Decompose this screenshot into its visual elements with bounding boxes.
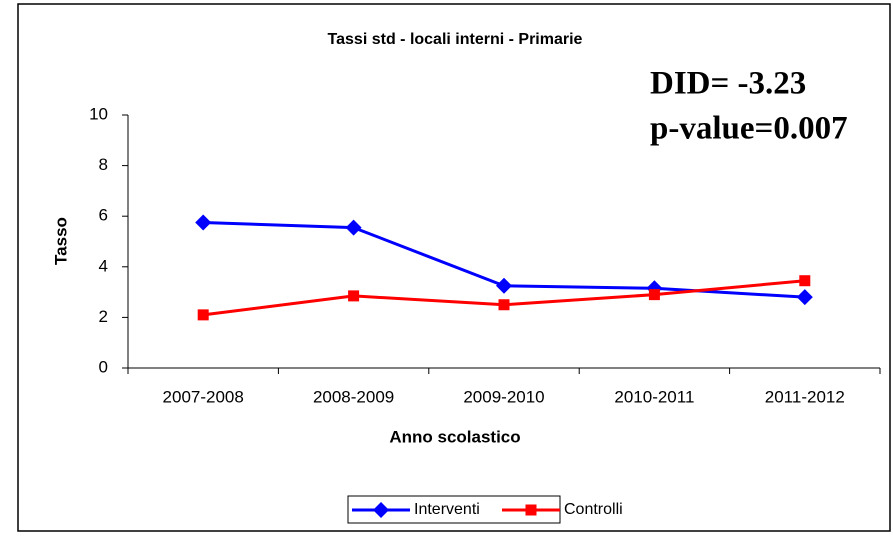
legend-label: Interventi: [414, 501, 480, 518]
marker: [373, 502, 389, 518]
y-axis-label: Tasso: [51, 217, 70, 265]
y-tick-label: 2: [99, 307, 108, 326]
marker: [197, 309, 209, 321]
y-tick-label: 6: [99, 206, 108, 225]
marker: [525, 504, 537, 516]
annotation: p-value=0.007: [650, 111, 848, 147]
marker: [195, 214, 212, 231]
annotation: DID= -3.23: [650, 66, 806, 102]
x-tick-label: 2011-2012: [765, 387, 845, 406]
y-tick-label: 10: [89, 104, 108, 123]
y-tick-label: 0: [99, 357, 108, 376]
marker: [345, 219, 362, 236]
x-tick-label: 2009-2010: [463, 387, 544, 406]
marker: [348, 290, 360, 302]
x-tick-label: 2008-2009: [313, 387, 394, 406]
x-tick-label: 2007-2008: [163, 387, 244, 406]
y-tick-label: 8: [99, 155, 108, 174]
y-tick-label: 4: [99, 256, 108, 275]
legend-label: Controlli: [564, 501, 623, 518]
x-tick-label: 2010-2011: [614, 387, 694, 406]
x-axis-label: Anno scolastico: [389, 427, 520, 446]
chart-title: Tassi std - locali interni - Primarie: [328, 31, 583, 48]
marker: [799, 275, 811, 287]
marker: [796, 289, 813, 306]
marker: [648, 289, 660, 301]
marker: [496, 277, 512, 294]
marker: [498, 299, 510, 311]
